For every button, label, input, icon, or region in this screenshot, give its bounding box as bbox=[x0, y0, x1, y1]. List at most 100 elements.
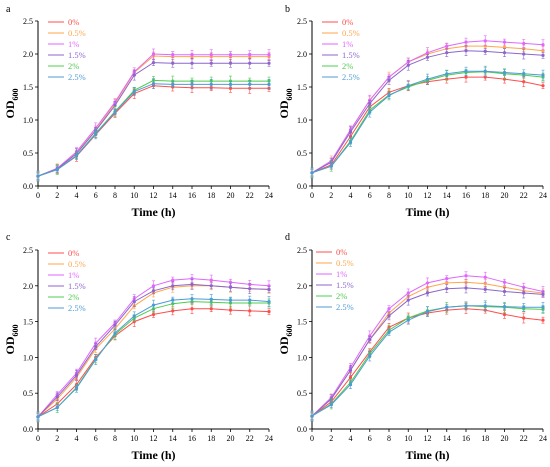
y-tick-label: 2.0 bbox=[23, 50, 33, 59]
y-tick-label: 0.0 bbox=[297, 425, 307, 434]
data-point bbox=[387, 78, 391, 82]
data-point bbox=[541, 43, 545, 47]
data-point bbox=[425, 291, 430, 295]
legend-label: 2% bbox=[342, 61, 353, 71]
data-point bbox=[228, 285, 233, 289]
y-axis-title-main: OD bbox=[3, 336, 17, 354]
x-tick-label: 14 bbox=[443, 434, 451, 443]
data-point bbox=[483, 49, 487, 53]
y-tick-label: 1.5 bbox=[297, 83, 307, 92]
data-point bbox=[348, 130, 353, 134]
x-tick-label: 2 bbox=[329, 191, 333, 200]
x-tick-label: 4 bbox=[349, 191, 353, 200]
data-point bbox=[502, 70, 507, 75]
x-tick-label: 6 bbox=[368, 191, 372, 200]
data-point bbox=[387, 93, 391, 98]
y-tick-label: 2.5 bbox=[297, 17, 307, 26]
data-point bbox=[464, 286, 468, 290]
data-point bbox=[267, 309, 271, 314]
chart-panel-a: a0 2 4 6 8 10 12 14 16 18 20 22 240.00.51.01.52.02.5… bbox=[3, 4, 273, 219]
data-point bbox=[209, 307, 213, 311]
data-point bbox=[406, 84, 410, 88]
data-point bbox=[151, 312, 156, 317]
legend-label: 1% bbox=[336, 269, 347, 279]
data-point bbox=[190, 282, 194, 286]
data-point bbox=[541, 84, 545, 88]
legend-label: 2.5% bbox=[68, 303, 86, 313]
x-tick-label: 10 bbox=[130, 434, 138, 443]
data-point bbox=[36, 174, 40, 178]
data-point bbox=[267, 287, 271, 291]
data-point bbox=[483, 39, 487, 43]
x-tick-label: 16 bbox=[462, 191, 470, 200]
data-point bbox=[348, 375, 353, 380]
series-line bbox=[37, 308, 270, 418]
data-point bbox=[248, 61, 252, 65]
data-point bbox=[74, 373, 79, 377]
x-tick-label: 8 bbox=[387, 191, 391, 200]
data-point bbox=[464, 304, 468, 308]
data-point bbox=[483, 275, 487, 279]
legend-label: 0.5% bbox=[68, 28, 86, 38]
data-point bbox=[248, 53, 252, 57]
data-point bbox=[348, 383, 353, 387]
x-tick-label: 22 bbox=[246, 191, 254, 200]
y-axis-title: OD600 bbox=[3, 325, 20, 355]
data-point bbox=[522, 52, 526, 56]
x-tick-label: 16 bbox=[188, 191, 196, 200]
x-tick-label: 22 bbox=[520, 191, 528, 200]
y-axis-title-subscript: 600 bbox=[11, 89, 20, 101]
data-point bbox=[190, 82, 194, 86]
y-axis-title-main: OD bbox=[277, 336, 291, 354]
legend-label: 2.5% bbox=[336, 302, 354, 312]
x-tick-label: 4 bbox=[75, 191, 79, 200]
data-point bbox=[502, 40, 507, 44]
x-tick-label: 8 bbox=[113, 191, 117, 200]
data-point bbox=[228, 308, 233, 312]
legend-label: 0.5% bbox=[336, 258, 354, 268]
y-axis-title-main: OD bbox=[3, 100, 17, 118]
series-line bbox=[311, 305, 544, 417]
x-tick-label: 18 bbox=[481, 434, 489, 443]
legend-label: 1.5% bbox=[336, 280, 354, 290]
data-point bbox=[248, 298, 252, 302]
data-point bbox=[113, 323, 117, 327]
data-point bbox=[267, 299, 271, 304]
y-axis-title-main: OD bbox=[277, 100, 291, 118]
data-point bbox=[190, 307, 194, 311]
x-tick-label: 18 bbox=[207, 191, 215, 200]
legend-label: 0% bbox=[68, 248, 79, 258]
x-tick-label: 0 bbox=[310, 191, 314, 200]
data-point bbox=[522, 80, 526, 84]
data-point bbox=[464, 69, 468, 73]
x-tick-label: 24 bbox=[539, 434, 547, 443]
data-point bbox=[368, 337, 372, 342]
data-point bbox=[368, 354, 372, 358]
data-point bbox=[387, 314, 391, 318]
data-point bbox=[55, 167, 59, 172]
data-point bbox=[132, 299, 136, 304]
legend-label: 2.5% bbox=[68, 72, 86, 82]
x-tick-label: 2 bbox=[329, 434, 333, 443]
legend-label: 0.5% bbox=[68, 259, 86, 269]
x-tick-label: 18 bbox=[481, 191, 489, 200]
data-point bbox=[151, 303, 156, 307]
x-tick-label: 8 bbox=[113, 434, 117, 443]
data-point bbox=[368, 101, 372, 106]
y-tick-label: 0.0 bbox=[23, 425, 33, 434]
data-point bbox=[132, 90, 136, 94]
x-axis-title: Time (h) bbox=[131, 448, 175, 462]
data-point bbox=[228, 61, 233, 65]
data-point bbox=[464, 75, 468, 79]
y-tick-label: 1.0 bbox=[297, 116, 307, 125]
data-point bbox=[209, 82, 213, 86]
data-point bbox=[483, 304, 487, 308]
data-point bbox=[445, 277, 449, 281]
data-point bbox=[132, 314, 136, 318]
data-point bbox=[502, 289, 507, 294]
data-point bbox=[445, 281, 449, 285]
legend-label: 1% bbox=[68, 39, 79, 49]
data-point bbox=[267, 82, 271, 86]
data-point bbox=[209, 278, 213, 282]
x-tick-label: 6 bbox=[94, 191, 98, 200]
